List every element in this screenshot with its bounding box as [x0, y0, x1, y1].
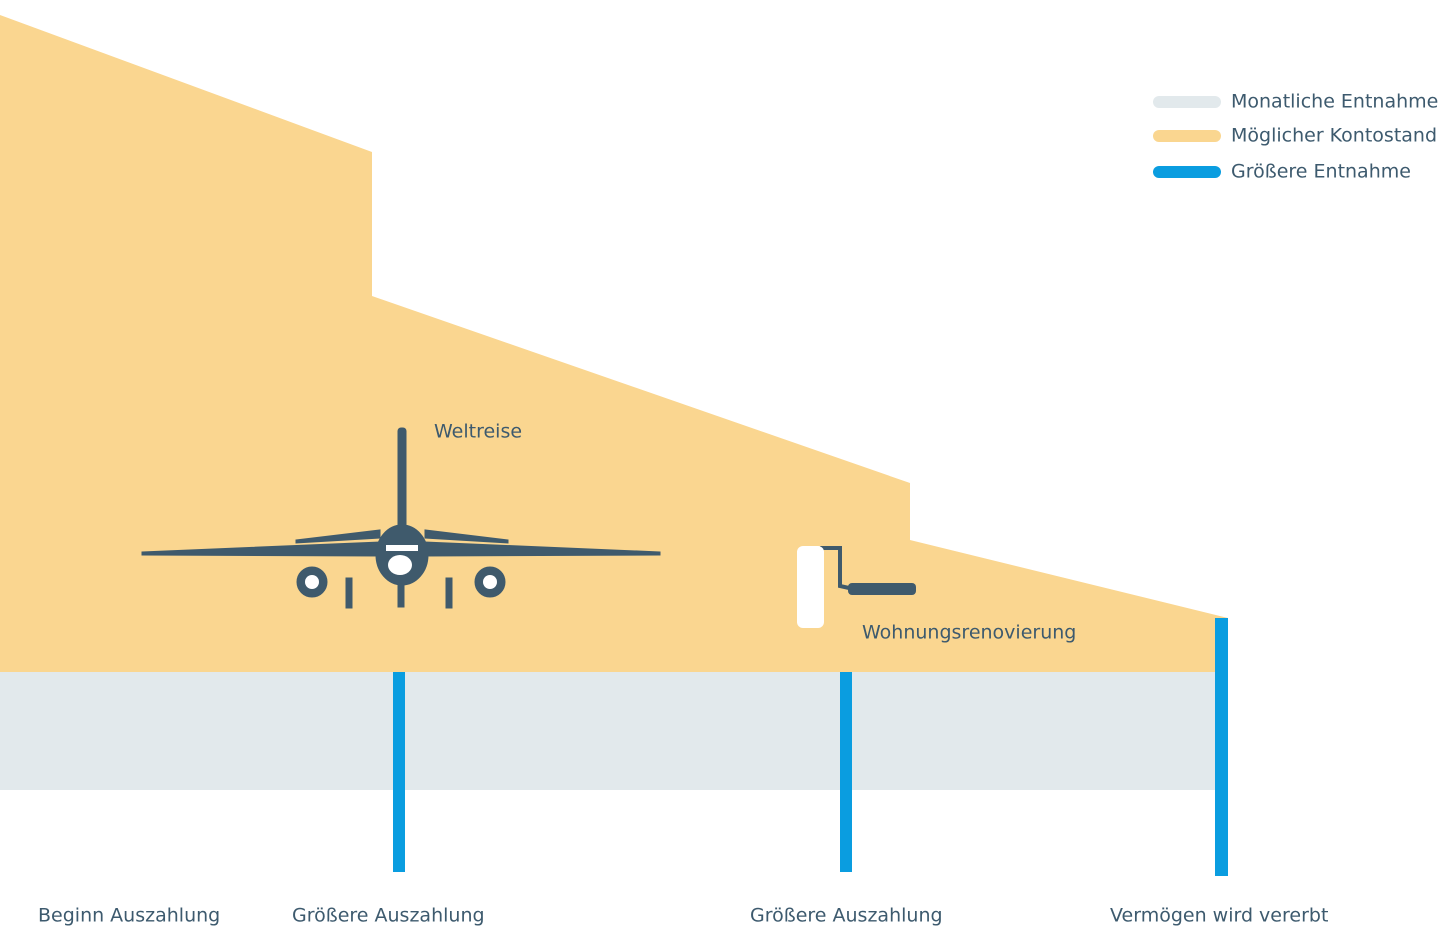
legend-label: Größere Entnahme: [1231, 161, 1411, 183]
legend-swatch: [1153, 96, 1221, 108]
monthly-band: [0, 672, 1228, 790]
legend: Monatliche Entnahme Möglicher Kontostand…: [1153, 91, 1438, 183]
legend-label: Monatliche Entnahme: [1231, 91, 1438, 113]
timeline-label: Größere Auszahlung: [750, 905, 943, 927]
roller-icon: [797, 546, 916, 628]
annotation: Weltreise: [434, 421, 522, 443]
withdrawal-bar: [1215, 618, 1228, 876]
withdrawal-bar: [840, 672, 852, 872]
legend-label: Möglicher Kontostand: [1231, 125, 1437, 147]
airplane-icon: [141, 427, 661, 609]
legend-swatch: [1153, 166, 1221, 178]
annotation: Wohnungsrenovierung: [862, 622, 1076, 644]
timeline-label: Größere Auszahlung: [292, 905, 485, 927]
balance-area: [0, 15, 1228, 672]
legend-swatch: [1153, 130, 1221, 142]
timeline-label: Beginn Auszahlung: [38, 905, 220, 927]
timeline-label: Vermögen wird vererbt: [1110, 905, 1328, 927]
withdrawal-bar: [393, 672, 405, 872]
